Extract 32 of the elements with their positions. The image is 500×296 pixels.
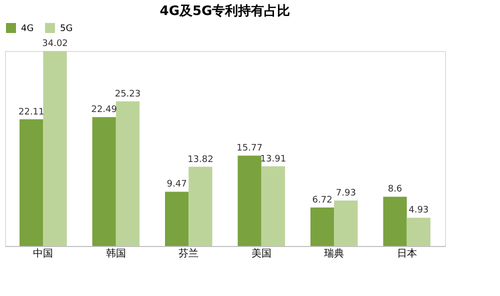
data-label: 25.23 <box>114 89 141 100</box>
x-tick-label: 韩国 <box>106 248 126 260</box>
data-label: 7.93 <box>336 188 356 199</box>
chart-title: 4G及5G专利持有占比 <box>160 3 290 19</box>
x-tick-label: 芬兰 <box>178 248 199 260</box>
x-tick-label: 中国 <box>33 248 54 260</box>
data-label: 13.82 <box>188 154 214 165</box>
bar <box>310 207 334 246</box>
data-label: 8.6 <box>388 184 402 195</box>
legend-label: 5G <box>60 24 73 34</box>
data-label: 6.72 <box>312 195 332 206</box>
bar <box>383 196 407 246</box>
bar <box>165 192 189 246</box>
data-label: 4.93 <box>408 206 429 216</box>
bar <box>92 117 116 246</box>
bar <box>43 51 67 246</box>
data-label: 9.47 <box>166 180 187 190</box>
bar <box>334 200 358 246</box>
x-tick-label: 瑞典 <box>324 248 344 260</box>
bar <box>406 218 430 246</box>
legend-label: 4G <box>21 24 34 34</box>
data-label: 34.02 <box>42 39 68 49</box>
bar <box>261 166 285 246</box>
data-label: 22.11 <box>18 107 44 118</box>
data-label: 15.77 <box>236 144 262 154</box>
bar <box>20 119 44 246</box>
bar <box>188 166 212 246</box>
bar <box>116 101 140 246</box>
bar <box>238 156 262 246</box>
x-tick-label: 美国 <box>251 248 272 260</box>
data-label: 22.49 <box>91 105 118 116</box>
x-tick-label: 日本 <box>396 248 417 260</box>
